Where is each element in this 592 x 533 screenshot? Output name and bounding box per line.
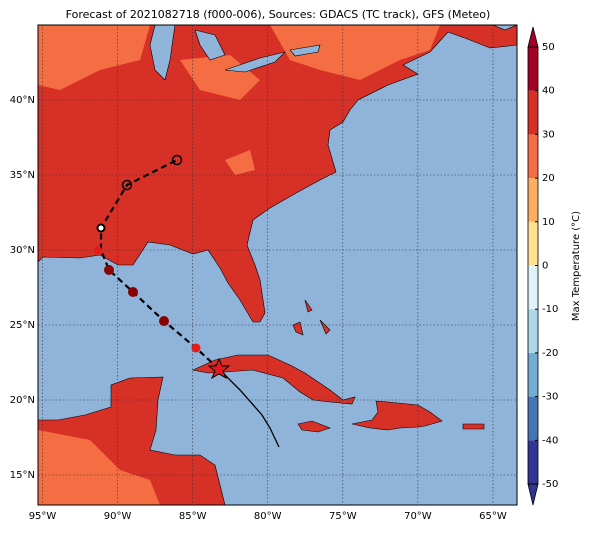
track-point [159,316,169,326]
track-point [171,154,183,166]
track-point [128,287,138,297]
title: Forecast of 2021082718 (f000-006), Sourc… [66,8,491,21]
x-tick-label: 90°W [104,511,132,522]
forecast-track [99,159,220,370]
lake [289,44,321,57]
colorbar-segment [528,352,538,397]
colorbar-tick-label: 20 [542,173,555,184]
colorbar-extend [527,483,539,506]
colorbar: -50 -40 -30 -20 -10 0 10 20 30 40 50 [527,26,558,506]
map [38,25,517,505]
colorbar-tick-label: 50 [542,42,555,53]
x-tick-label: 70°W [404,511,432,522]
colorbar-tick-label: 40 [542,86,555,97]
colorbar-segment [528,90,538,135]
puerto-rico [462,423,485,430]
colorbar-label: Max Temperature (°C) [571,211,582,321]
y-tick-label: 15°N [10,470,35,481]
lake [194,29,226,61]
colorbar-extend [527,26,539,48]
y-tick-label: 20°N [10,395,35,406]
x-tick-label: 80°W [254,511,282,522]
colorbar-segment [528,265,538,310]
x-tick-label: 65°W [479,511,507,522]
colorbar-segment [528,221,538,266]
lake [224,51,286,73]
track-point [121,179,133,191]
colorbar-segment [528,178,538,222]
colorbar-tick-label: -30 [542,392,558,403]
track-point [94,246,102,254]
colorbar-tick-label: -10 [542,304,558,315]
track-point [104,265,114,275]
current-position [207,357,231,380]
x-tick-label: 75°W [329,511,357,522]
colorbar-tick-label: 30 [542,129,555,140]
warm-patch [225,150,255,175]
y-tick-label: 35°N [10,170,35,181]
north-america [38,25,517,323]
x-tick-label: 95°W [29,511,57,522]
colorbar-tick-label: 10 [542,217,555,228]
colorbar-tick-label: -50 [542,479,558,490]
y-tick-label: 25°N [10,320,35,331]
track-point [96,223,106,233]
y-tick-label: 30°N [10,245,35,256]
cuba [192,354,356,405]
colorbar-tick-label: -40 [542,435,558,446]
warm-patch [38,25,150,90]
x-tick-label: 85°W [179,511,207,522]
colorbar-segment [528,134,538,179]
lake [149,25,176,81]
warm-patch [270,25,440,80]
colorbar-tick-label: 0 [542,261,548,272]
jamaica [297,420,331,433]
colorbar-segment [528,440,538,484]
track-point [191,343,201,353]
colorbar-segment [528,47,538,91]
colorbar-segment [528,309,538,353]
colorbar-segment [528,396,538,441]
colorbar-tick-label: -20 [542,348,558,359]
y-tick-label: 40°N [10,95,35,106]
hispaniola [351,400,443,431]
past-track [218,368,280,448]
warm-patch [38,430,160,505]
map-frame [37,24,518,506]
